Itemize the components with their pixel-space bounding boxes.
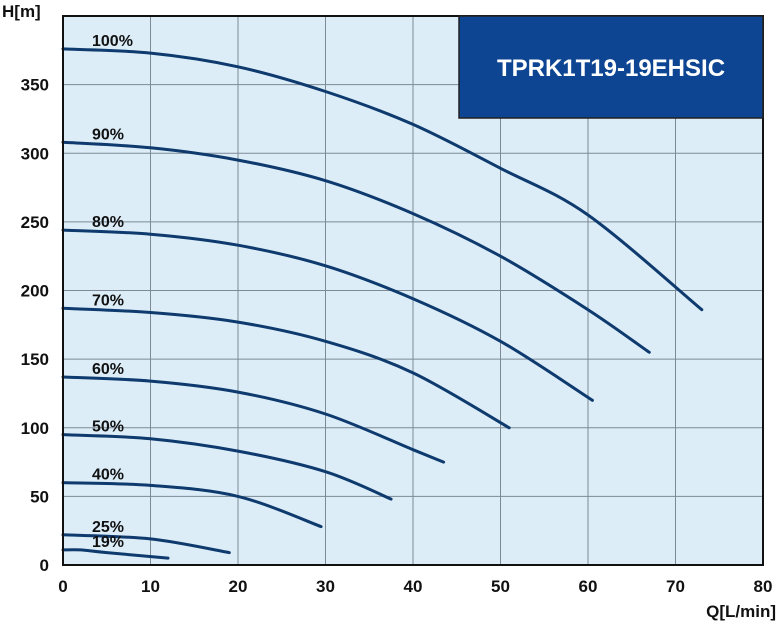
x-tick-label: 40 [404,577,423,596]
x-tick-label: 30 [316,577,335,596]
curve-100pct [61,47,704,312]
y-tick-label: 50 [30,487,49,506]
x-tick-label: 70 [666,577,685,596]
curve-19pct [61,548,170,560]
y-tick-label: 100 [21,419,49,438]
curve-90pct [61,140,651,354]
chart-title: TPRK1T19-19EHSIC [497,55,725,82]
curve-60pct [61,375,446,464]
curve-label-80pct: 80% [92,214,124,231]
y-tick-label: 300 [21,144,49,163]
y-tick-label: 0 [40,556,49,575]
curve-label-40pct: 40% [92,467,124,484]
curve-80pct [61,228,594,402]
y-axis-label: H[m] [2,2,41,21]
curve-labels: 100% 90% 80% 70% 60% 50% 40% 25%19% [92,33,133,551]
curve-70pct [61,306,511,430]
y-tick-label: 250 [21,213,49,232]
x-tick-labels: 0 10 20 30 40 50 60 70 80 [58,577,772,596]
title-box-background [458,15,764,119]
curve-50pct [61,433,393,501]
curve-label-100pct: 100% [92,33,133,50]
model-title-box: TPRK1T19-19EHSIC [458,15,764,119]
curve-label-19pct: 19% [92,534,124,551]
x-tick-label: 50 [491,577,510,596]
x-tick-label: 0 [58,577,67,596]
curve-label-90pct: 90% [92,126,124,143]
curve-label-70pct: 70% [92,292,124,309]
performance-curves [61,47,704,560]
curve-label-60pct: 60% [92,361,124,378]
x-tick-label: 20 [229,577,248,596]
y-tick-labels: 0 50 100 150 200 250 300 350 [21,76,49,575]
curve-label-25pct: 25% [92,519,124,536]
x-tick-label: 10 [141,577,160,596]
x-tick-label: 60 [579,577,598,596]
y-tick-label: 350 [21,76,49,95]
curve-40pct [61,481,323,529]
x-tick-label: 80 [754,577,773,596]
curve-label-50pct: 50% [92,419,124,436]
x-axis-label: Q[L/min] [706,602,776,621]
plot-frame [62,15,764,566]
y-tick-label: 200 [21,282,49,301]
curve-25pct [61,533,231,555]
y-tick-label: 150 [21,350,49,369]
